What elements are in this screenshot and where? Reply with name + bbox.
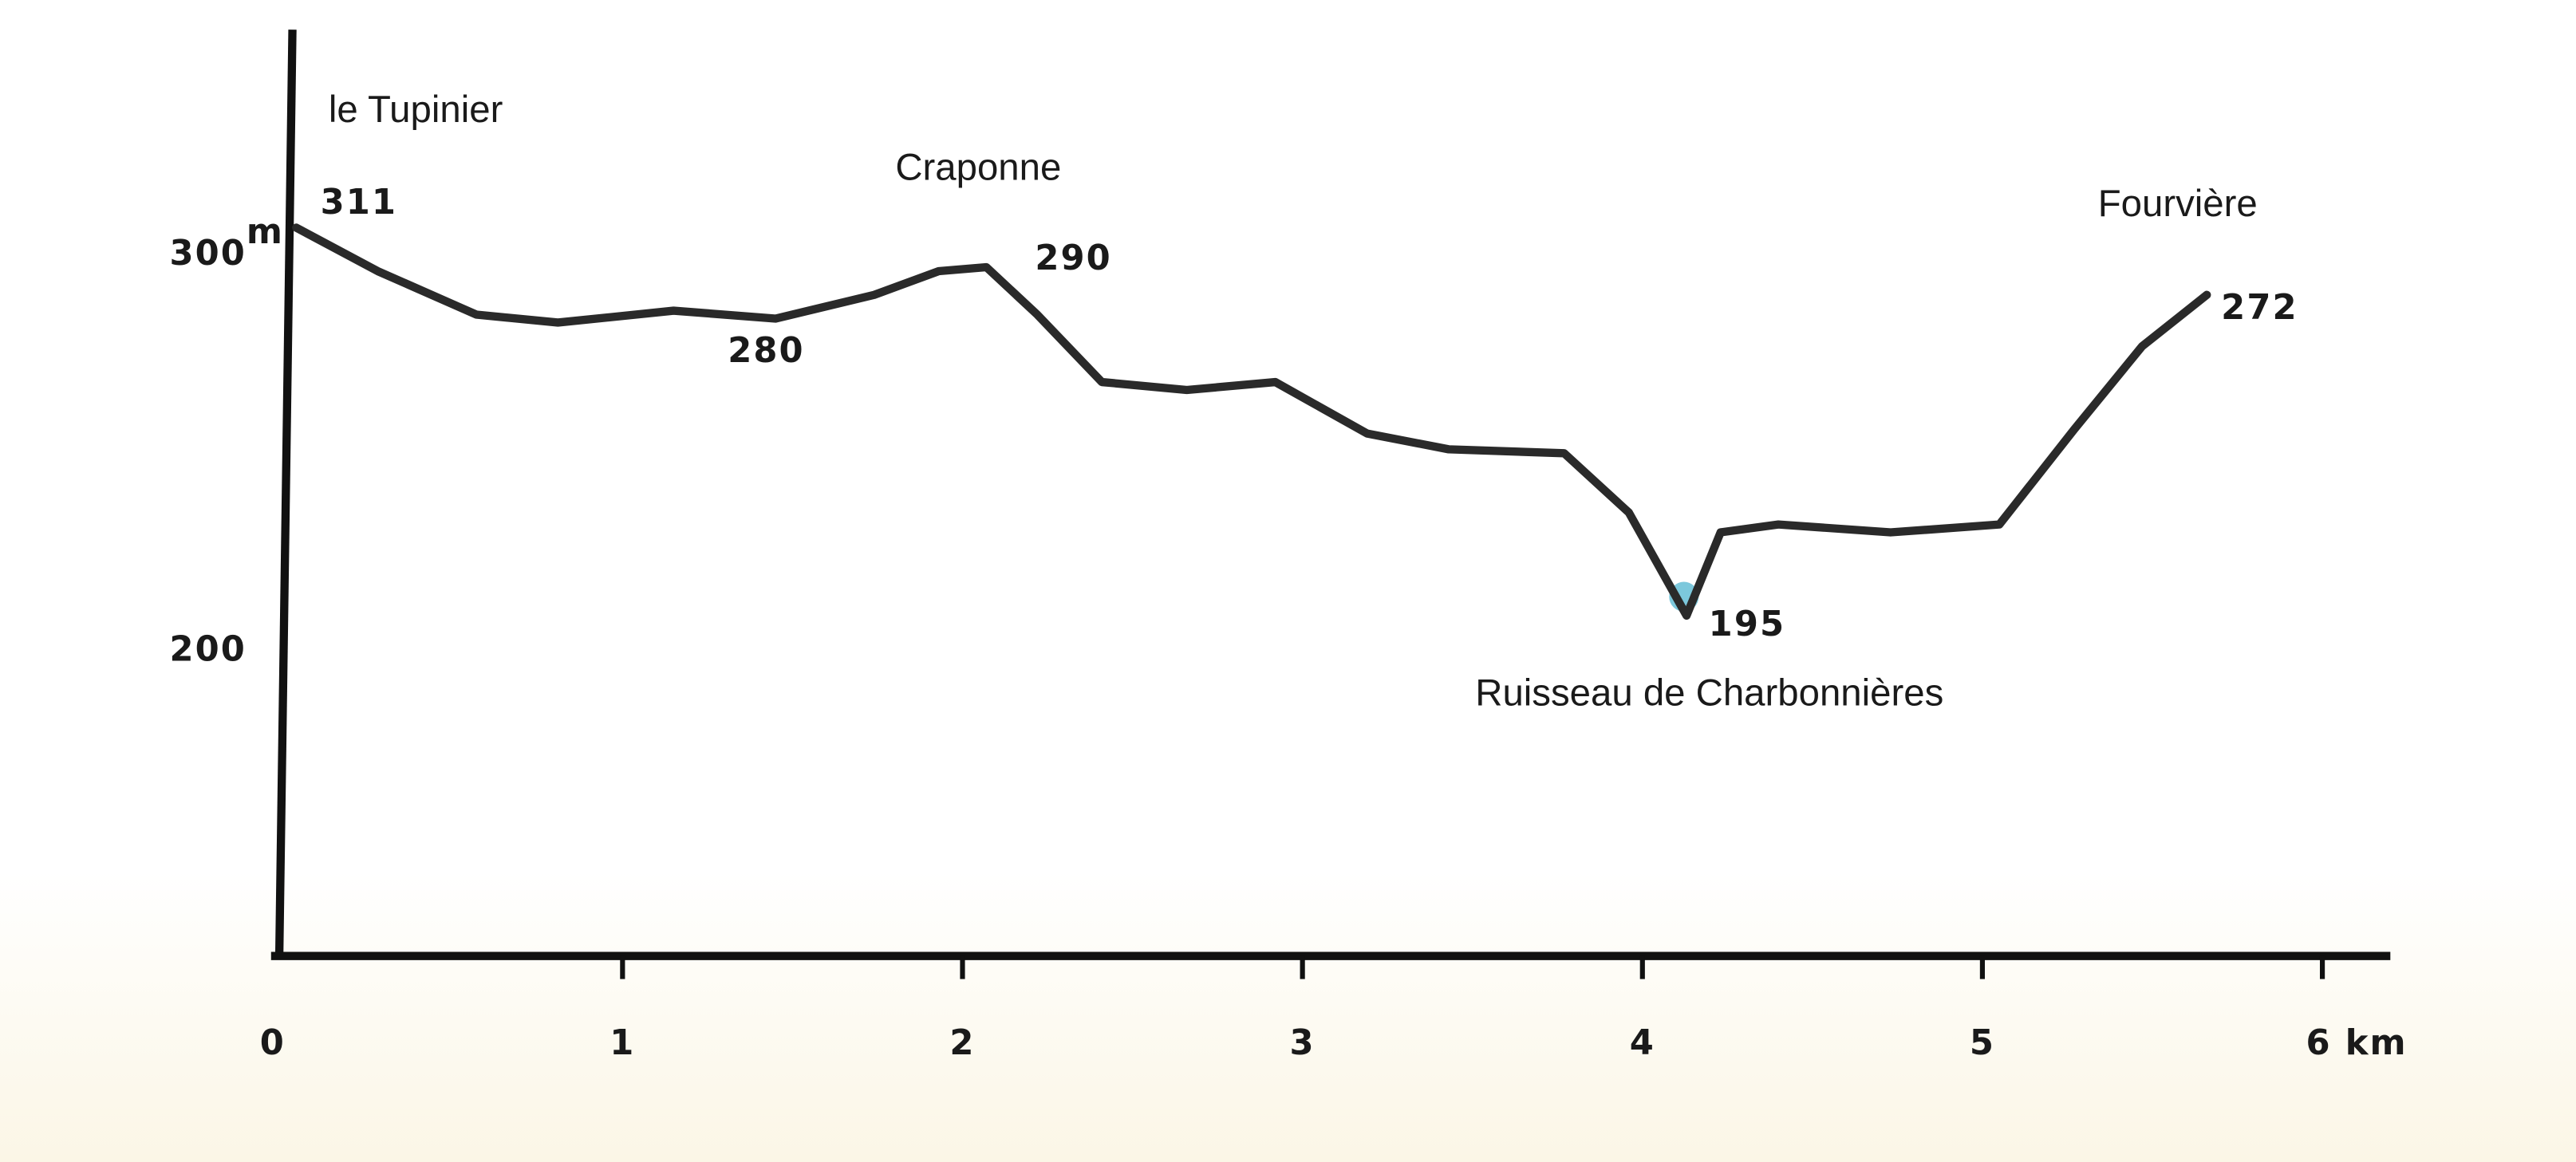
x-tick-label: 0 [260,1023,286,1063]
elevation-line [292,223,2211,620]
elevation-label: 280 [728,331,804,371]
x-tick-label: 5 [1970,1023,1995,1063]
x-tick-label: 1 [609,1023,635,1063]
x-tick-label: 3 [1290,1023,1316,1063]
elevation-label: 272 [2221,288,2298,328]
place-label: Ruisseau de Charbonnières [1475,672,1943,715]
x-tick-label: 2 [949,1023,975,1063]
place-label: le Tupinier [329,89,503,131]
x-tick-label: 4 [1630,1023,1655,1063]
elevation-label: 290 [1035,238,1111,278]
elevation-label: 311 [321,183,397,223]
elevation-label: 195 [1709,605,1785,644]
place-label: Craponne [895,146,1061,188]
y-tick-label: 300 [169,234,246,274]
place-label: Fourvière [2098,183,2258,225]
y-axis [274,30,297,956]
y-tick-label: 200 [169,629,246,669]
y-unit: m [247,212,284,252]
x-tick-label: 6 km [2306,1023,2407,1063]
